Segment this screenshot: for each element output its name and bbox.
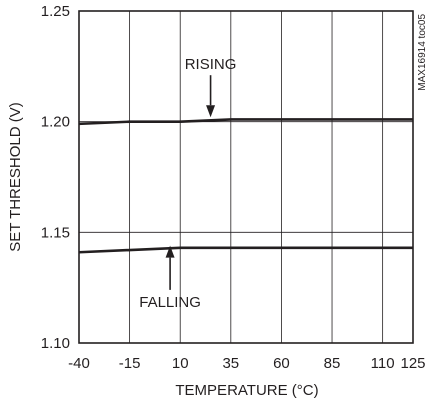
y-tick-labels: 1.10 1.15 1.20 1.25 [41, 3, 70, 352]
x-tick-label: 10 [172, 355, 189, 372]
plot-frame [79, 11, 413, 343]
y-axis-title: SET THRESHOLD (V) [7, 102, 24, 251]
grid-lines [79, 11, 413, 343]
x-tick-label: -15 [119, 355, 141, 372]
x-tick-label: 85 [324, 355, 341, 372]
arrow-head-rising [206, 105, 215, 117]
series-line-falling [79, 248, 413, 252]
y-tick-label: 1.15 [41, 224, 70, 241]
figure-id-watermark: MAX16914 toc05 [417, 14, 428, 91]
y-tick-label: 1.25 [41, 3, 70, 20]
x-tick-label: 110 [371, 355, 395, 372]
x-axis-title: TEMPERATURE (°C) [175, 382, 318, 399]
y-tick-label: 1.10 [41, 335, 70, 352]
x-tick-label: -40 [68, 355, 90, 372]
annotation-label-rising: RISING [185, 56, 237, 73]
x-tick-label: 60 [273, 355, 290, 372]
x-tick-labels: -40 -15 10 35 60 85 110 125 [68, 355, 425, 372]
y-tick-label: 1.20 [41, 114, 70, 131]
annotations: RISING FALLING [139, 56, 236, 311]
x-tick-label: 125 [400, 355, 425, 372]
annotation-label-falling: FALLING [139, 294, 201, 311]
x-tick-label: 35 [222, 355, 239, 372]
